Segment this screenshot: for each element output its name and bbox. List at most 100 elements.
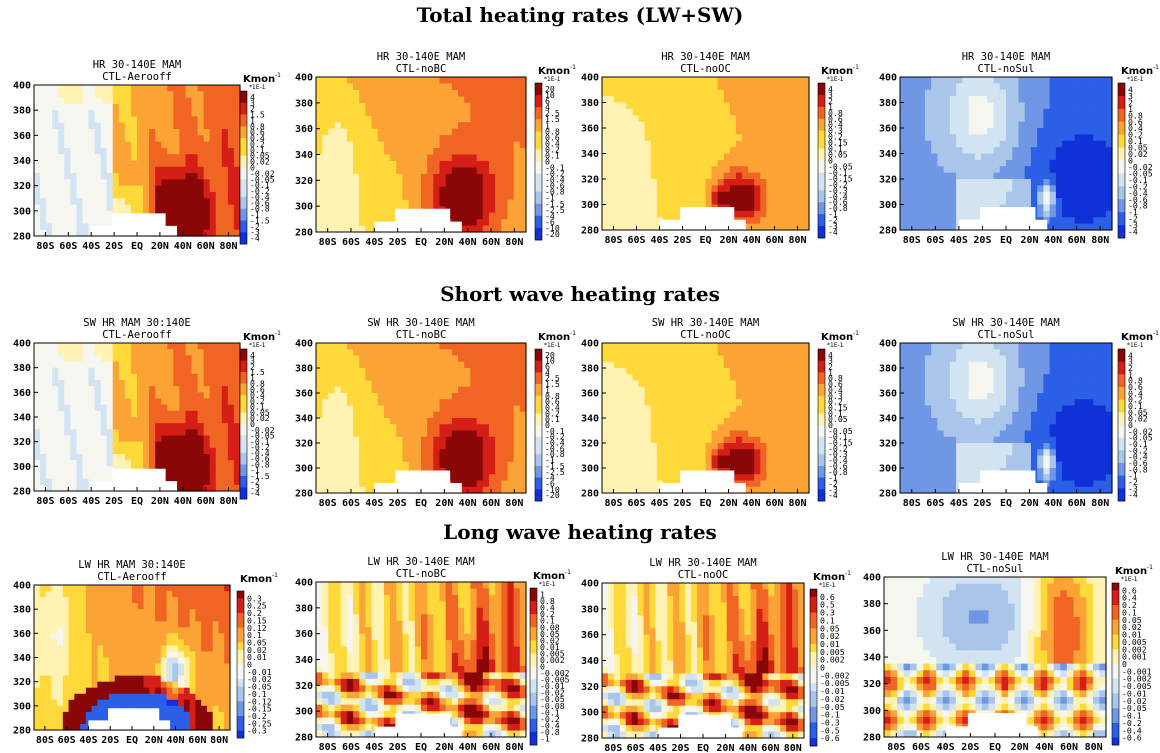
heatmap-cell xyxy=(34,472,41,480)
heatmap-cell xyxy=(316,380,323,388)
heatmap-cell xyxy=(705,115,713,123)
heatmap-cell xyxy=(179,386,187,393)
heatmap-cell xyxy=(937,115,945,123)
heatmap-cell xyxy=(974,121,982,129)
heatmap-cell xyxy=(760,134,767,142)
heatmap-cell xyxy=(962,115,970,123)
colorbar-label: 0.2 xyxy=(828,132,843,142)
heatmap-cell xyxy=(943,159,951,167)
heatmap-cell xyxy=(742,108,749,116)
heatmap-cell xyxy=(179,380,187,387)
heatmap-cell xyxy=(227,110,235,118)
heatmap-cell xyxy=(495,180,502,188)
heatmap-cell xyxy=(100,191,108,199)
heatmap-cell xyxy=(64,223,71,231)
heatmap-cell xyxy=(161,185,168,193)
heatmap-cell xyxy=(1055,179,1063,186)
heatmap-cell xyxy=(76,147,84,155)
heatmap-cell xyxy=(693,159,701,167)
heatmap-cell xyxy=(687,77,694,84)
heatmap-cell xyxy=(644,134,652,142)
heatmap-cell xyxy=(191,367,199,375)
heatmap-cell xyxy=(124,198,132,206)
heatmap-cell xyxy=(962,108,970,116)
colorbar-swatch xyxy=(535,161,542,168)
heatmap-cell xyxy=(476,77,484,85)
heatmap-cell xyxy=(488,212,496,220)
heatmap-cell xyxy=(693,179,701,186)
heatmap-cell xyxy=(340,89,348,97)
heatmap-cell xyxy=(221,223,229,231)
heatmap-cell xyxy=(173,135,181,143)
heatmap-cell xyxy=(1099,172,1107,180)
heatmap-cell xyxy=(968,159,976,167)
heatmap-cell xyxy=(118,343,126,350)
heatmap-cell xyxy=(197,91,205,99)
colorbar-label: -0.8 xyxy=(1128,201,1148,211)
heatmap-cell xyxy=(118,361,126,369)
heatmap-cell xyxy=(638,223,646,231)
y-tick-label: 320 xyxy=(13,181,31,192)
heatmap-cell xyxy=(1012,128,1020,135)
colorbar-swatch xyxy=(535,119,542,126)
heatmap-cell xyxy=(626,179,634,186)
heatmap-cell xyxy=(650,166,658,174)
colorbar-swatch xyxy=(240,143,247,151)
heatmap-cell xyxy=(1049,198,1057,206)
heatmap-cell xyxy=(94,349,102,356)
heatmap-cell xyxy=(439,83,447,91)
heatmap-cell xyxy=(322,141,329,149)
heatmap-cell xyxy=(34,343,41,350)
heatmap-cell xyxy=(476,212,484,220)
heatmap-cell xyxy=(58,447,65,455)
heatmap-cell xyxy=(1093,217,1101,225)
heatmap-cell xyxy=(421,361,428,369)
heatmap-cell xyxy=(742,134,749,142)
heatmap-cell xyxy=(82,355,90,363)
heatmap-cell xyxy=(46,110,53,118)
heatmap-cell xyxy=(82,478,90,486)
heatmap-cell xyxy=(58,97,65,105)
heatmap-cell xyxy=(371,186,379,194)
colorbar-swatch xyxy=(240,458,247,465)
colorbar-swatch xyxy=(535,113,542,120)
heatmap-cell xyxy=(402,109,410,117)
heatmap-cell xyxy=(46,460,53,467)
heatmap-cell xyxy=(421,102,428,110)
heatmap-cell xyxy=(931,121,939,129)
heatmap-cell xyxy=(675,128,682,135)
heatmap-cell xyxy=(334,343,342,350)
colorbar-swatch xyxy=(240,447,247,454)
heatmap-cell xyxy=(668,96,676,104)
heatmap-cell xyxy=(1006,128,1013,135)
heatmap-cell xyxy=(209,122,217,130)
heatmap-cell xyxy=(519,109,527,117)
colorbar-label: 0.4 xyxy=(250,133,265,143)
heatmap-cell xyxy=(482,212,490,220)
heatmap-cell xyxy=(64,122,71,130)
heatmap-cell xyxy=(82,435,90,443)
heatmap-cell xyxy=(316,206,323,214)
heatmap-cell xyxy=(1074,191,1082,199)
heatmap-cell xyxy=(100,361,108,369)
heatmap-cell xyxy=(70,367,78,375)
heatmap-cell xyxy=(64,85,71,92)
heatmap-cell xyxy=(414,89,422,97)
heatmap-cell xyxy=(377,455,385,463)
heatmap-cell xyxy=(1087,166,1094,174)
heatmap-cell xyxy=(778,204,786,212)
heatmap-cell xyxy=(784,166,792,174)
heatmap-cell xyxy=(340,418,348,425)
heatmap-cell xyxy=(507,77,515,85)
heatmap-cell xyxy=(137,91,144,99)
heatmap-cell xyxy=(106,191,114,199)
colorbar-swatch xyxy=(818,202,825,209)
heatmap-cell xyxy=(390,430,397,438)
heatmap-cell xyxy=(470,173,478,181)
heatmap-cell xyxy=(711,185,719,193)
x-tick-label: 20N xyxy=(435,237,453,248)
heatmap-cell xyxy=(334,219,342,227)
heatmap-cell xyxy=(784,134,792,142)
heatmap-cell xyxy=(421,128,428,136)
heatmap-cell xyxy=(699,128,707,135)
